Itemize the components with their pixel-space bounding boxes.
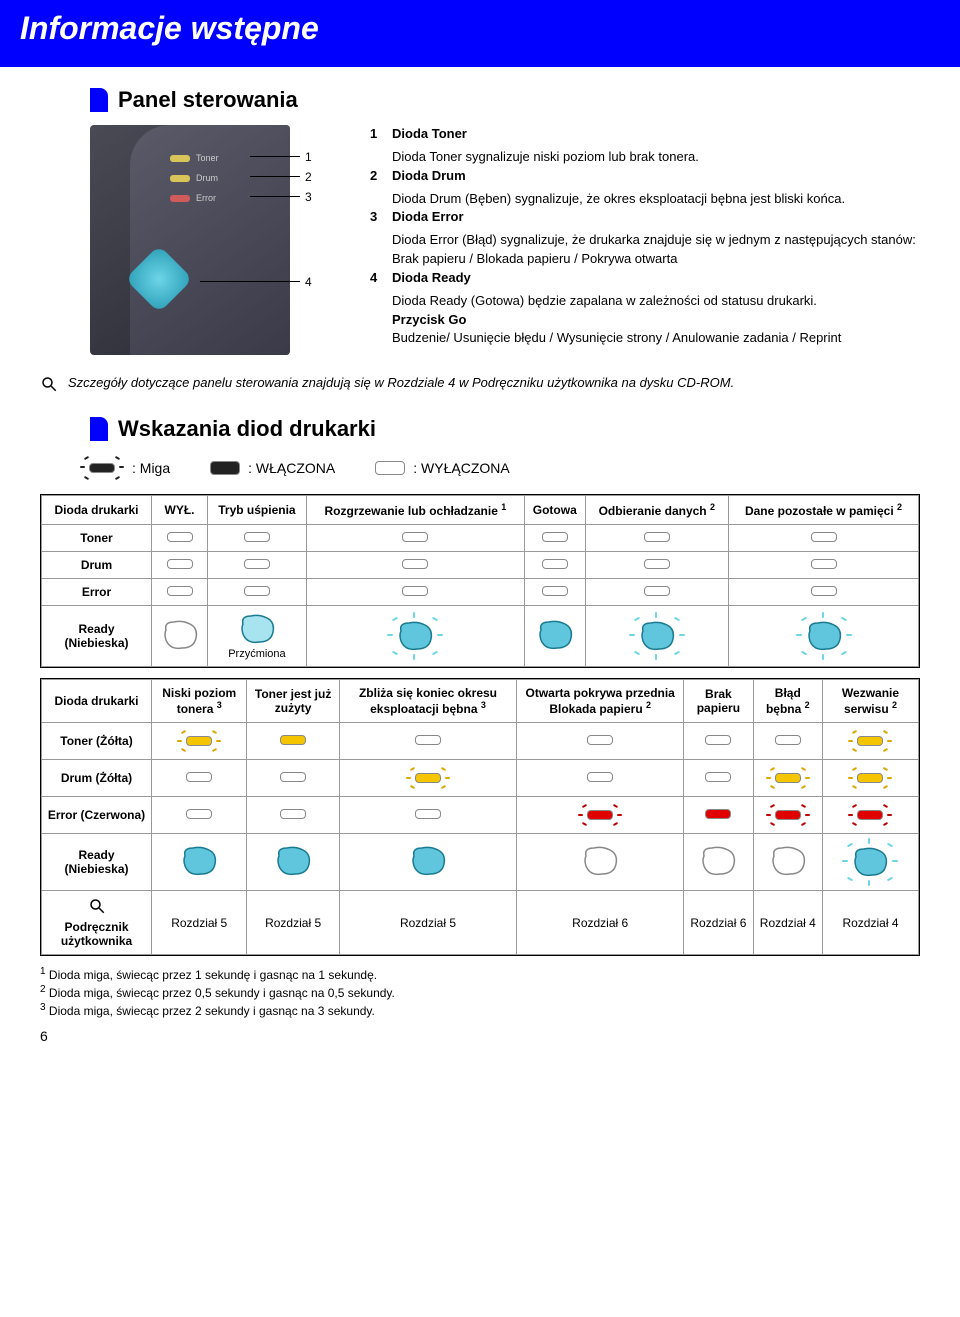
page-number: 6 (40, 1028, 960, 1044)
magnifier-icon (88, 897, 106, 918)
table2-row-error: Error (Czerwona) (42, 797, 919, 834)
led-table-2: Dioda drukarki Niski poziom tonera 3 Ton… (40, 678, 920, 956)
section-leds-title: Wskazania diod drukarki (90, 416, 960, 442)
table2-header-row: Dioda drukarki Niski poziom tonera 3 Ton… (42, 680, 919, 723)
table1-row-drum: Drum (42, 552, 919, 579)
legend-off: : WYŁĄCZONA (375, 460, 509, 476)
table2-row-manual: Podręcznik użytkownika Rozdział 5 Rozdzi… (42, 891, 919, 955)
magnifier-icon (40, 375, 58, 396)
page-header: Informacje wstępne (0, 0, 960, 67)
panel-row: Toner Drum Error 1 2 3 4 1Dioda Toner Di… (90, 125, 960, 355)
table2-row-toner: Toner (Żółta) (42, 723, 919, 760)
section-panel-title: Panel sterowania (90, 87, 960, 113)
legend-on: : WŁĄCZONA (210, 460, 335, 476)
table1-header-row: Dioda drukarki WYŁ. Tryb uśpienia Rozgrz… (42, 496, 919, 525)
printer-panel-illustration: Toner Drum Error (90, 125, 290, 355)
panel-image-column: Toner Drum Error 1 2 3 4 (90, 125, 350, 355)
led-table-1: Dioda drukarki WYŁ. Tryb uśpienia Rozgrz… (40, 494, 920, 668)
legend-miga: : Miga (80, 456, 170, 480)
table2-row-ready: Ready (Niebieska) (42, 834, 919, 891)
table1-row-error: Error (42, 579, 919, 606)
footnotes: 1 Dioda miga, świecąc przez 1 sekundę i … (40, 966, 920, 1018)
table1-row-ready: Ready (Niebieska) Przyćmiona (42, 606, 919, 667)
section-bullet (90, 88, 108, 112)
panel-description: 1Dioda Toner Dioda Toner sygnalizuje nis… (370, 125, 960, 355)
table2-row-drum: Drum (Żółta) (42, 760, 919, 797)
table1-row-toner: Toner (42, 525, 919, 552)
legend-row: : Miga : WŁĄCZONA : WYŁĄCZONA (80, 456, 960, 480)
section-title-text: Panel sterowania (118, 87, 298, 113)
note-row: Szczegóły dotyczące panelu sterowania zn… (40, 375, 920, 396)
